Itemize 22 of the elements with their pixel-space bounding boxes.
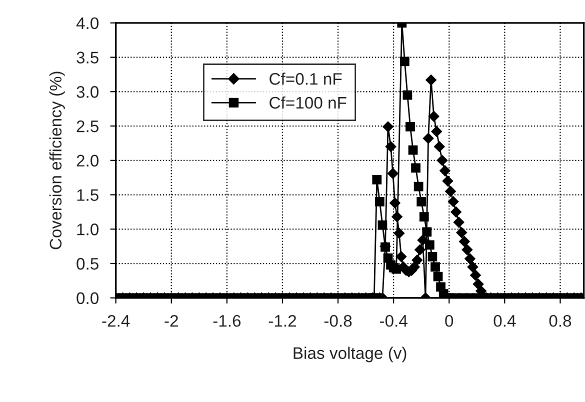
y-tick-label: 2.0	[76, 154, 99, 167]
y-axis-title: Coversion efficiency (%)	[49, 72, 65, 250]
y-tick-label: 3.5	[76, 52, 98, 64]
x-tick-label: 0.4	[494, 314, 516, 327]
x-tick-label: -2.4	[102, 314, 130, 327]
y-tick-label: 1.0	[77, 224, 99, 236]
x-axis-title: Bias voltage (v)	[294, 346, 406, 362]
y-tick-label: 0.5	[76, 258, 98, 270]
y-tick-label: 1.5	[77, 189, 98, 201]
x-tick-label: -0.8	[324, 314, 352, 327]
legend-label: Cf=0.1 nF	[270, 72, 342, 85]
legend-label: Cf=100 nF	[270, 96, 346, 109]
x-tick-label: -0.4	[380, 314, 408, 327]
x-tick-label: -2	[164, 314, 178, 327]
x-tick-label: 0	[445, 314, 454, 327]
x-tick-label: -1.6	[213, 314, 241, 327]
x-tick-label: 0.8	[549, 314, 572, 327]
y-tick-label: 0.0	[76, 292, 99, 304]
y-tick-label: 3.0	[76, 86, 99, 98]
y-tick-label: 4.0	[76, 17, 99, 30]
y-tick-label: 2.5	[76, 120, 98, 132]
x-tick-label: -1.2	[268, 314, 296, 327]
